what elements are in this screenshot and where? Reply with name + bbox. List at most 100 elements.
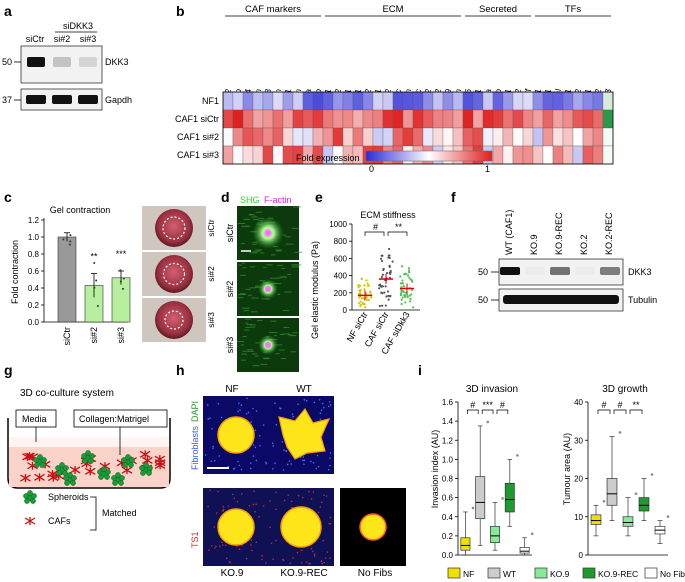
data-point: [365, 298, 369, 302]
data-point: [378, 304, 381, 308]
fibroblast-dot: [252, 444, 255, 446]
collagen-fiber: [275, 249, 283, 251]
fibroblast-dot: [220, 416, 223, 419]
heatmap-cell: [552, 127, 564, 147]
fibroblast-dot: [303, 398, 306, 401]
image-label-ko9: KO.9: [221, 568, 244, 579]
collagen-fiber: [255, 285, 260, 287]
fibroblast-dot: [265, 461, 267, 464]
data-point: [407, 269, 411, 272]
collagen-fiber: [273, 335, 277, 337]
colorbar-tick-0: 0: [369, 164, 374, 174]
heatmap-cell: [332, 127, 344, 147]
fibroblast-dot: [312, 550, 314, 553]
heatmap-cell: [412, 109, 424, 129]
fibroblast-dot: [252, 455, 255, 457]
collagen-fiber: [291, 264, 299, 266]
dkk3-band: [575, 267, 595, 275]
heatmap-cell: [242, 109, 254, 129]
heatmap-cell: [492, 91, 504, 111]
box: [638, 497, 650, 512]
fibroblast-dot: [254, 429, 257, 432]
heatmap-cell: [602, 91, 614, 111]
fibroblast-dot: [288, 460, 291, 462]
collagen-fiber: [285, 236, 291, 238]
heatmap-cell: [272, 127, 284, 147]
panel-letter-d: d: [221, 189, 230, 205]
data-point: [362, 297, 365, 300]
spheroid-glyph: [97, 466, 111, 480]
significance-bracket: [496, 409, 509, 414]
fibroblast-dot: [238, 464, 241, 467]
heatmap-cell: [452, 91, 464, 111]
fibroblast-dot: [317, 511, 320, 514]
fibroblast-dot: [237, 460, 239, 463]
heatmap-cell: [282, 91, 294, 111]
fibroblast-dot: [213, 459, 216, 462]
y-tick-label: 0.2: [28, 301, 40, 310]
heatmap-row-label: CAF1 si#3: [177, 150, 219, 160]
significance-bracket: [613, 409, 627, 414]
fibroblast-dot: [320, 560, 323, 563]
heatmap-cell: [442, 91, 454, 111]
fibroblast-dot: [238, 402, 240, 404]
lane-label: KO.9: [529, 234, 539, 255]
heatmap-cell: [422, 91, 434, 111]
fibroblast-dot: [289, 562, 292, 564]
panel-d-microscopy: SHG F-actin siCtr si#2 si#3: [225, 195, 303, 372]
heatmap-cell: [472, 91, 484, 111]
fibroblast-dot: [319, 418, 322, 421]
data-point: [119, 280, 122, 283]
fibroblast-dot: [328, 401, 331, 403]
fibroblast-dot: [300, 549, 303, 552]
collagen-fiber: [279, 333, 284, 335]
fibroblast-dot: [302, 459, 304, 462]
matrix-label: Collagen:Matrigel: [79, 414, 149, 424]
data-point: [389, 269, 392, 273]
data-point: [358, 289, 361, 292]
panel-g-schematic: 3D co-culture system Media Collagen:Matr…: [7, 388, 171, 531]
x-tick-label: si#2: [89, 327, 99, 344]
data-point: [406, 293, 409, 296]
collagen-fiber: [249, 266, 256, 268]
gel-dish: [155, 301, 193, 339]
y-tick-label: 200: [334, 289, 348, 298]
fibroblast-dot: [326, 551, 329, 553]
box: [606, 478, 618, 506]
collagen-fiber: [243, 310, 249, 312]
significance-bracket: [481, 409, 494, 414]
lane-label: WT (CAF1): [504, 210, 514, 255]
fibroblast-dot: [292, 415, 295, 418]
y-tick-label: 40: [574, 398, 583, 407]
fibroblast-dot: [251, 549, 253, 552]
data-point: [357, 283, 360, 287]
outlier: [602, 499, 606, 503]
heatmap-cell: [572, 127, 584, 147]
collagen-fiber: [291, 227, 300, 229]
data-point: [383, 291, 386, 294]
matrix-label-box: [73, 409, 168, 428]
gel-outline: [162, 262, 186, 286]
fibroblast-dot: [231, 493, 234, 496]
data-point: [404, 273, 407, 276]
collagen-fiber: [247, 350, 254, 352]
heatmap-cell: [602, 145, 614, 165]
data-point: [363, 284, 366, 287]
data-point: [93, 286, 96, 289]
heatmap-cell: [572, 145, 584, 165]
tumour-spheroid: [280, 506, 322, 548]
collagen-fiber: [266, 264, 273, 266]
caf-glyph: [154, 455, 166, 464]
heatmap-cell: [282, 109, 294, 129]
heatmap-cell: [342, 109, 354, 129]
heatmap-cell: [412, 91, 424, 111]
heatmap-cell: [442, 109, 454, 129]
dkk3-band: [53, 57, 71, 67]
matched-label: Matched: [102, 508, 137, 518]
y-tick-label: 1.6: [442, 398, 454, 407]
axis-label-e: Gel elastic modulus (Pa): [310, 241, 320, 339]
collagen-fiber: [283, 327, 290, 329]
data-point: [406, 274, 410, 277]
panel-letter-c: c: [4, 189, 12, 205]
collagen-fiber: [259, 280, 265, 282]
